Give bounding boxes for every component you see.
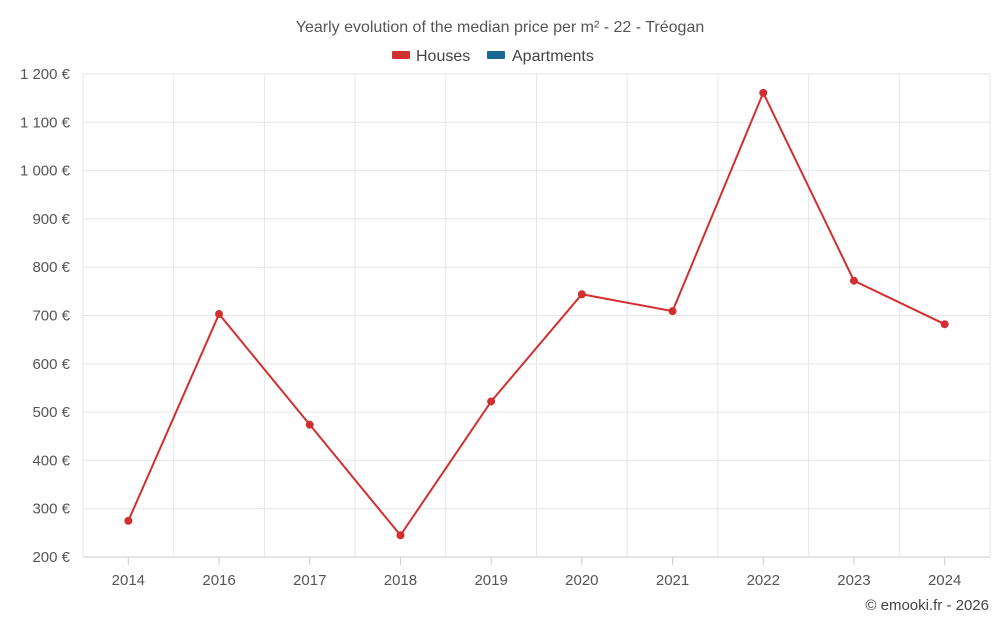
y-tick-label: 1 000 € xyxy=(20,163,71,180)
data-point-houses[interactable] xyxy=(668,307,677,316)
x-tick-label: 2019 xyxy=(474,572,507,589)
x-tick-label: 2023 xyxy=(837,572,870,589)
y-tick-label: 700 € xyxy=(32,308,70,325)
x-tick-label: 2016 xyxy=(202,572,235,589)
grid xyxy=(82,73,991,557)
x-tick-label: 2020 xyxy=(565,572,598,589)
data-point-houses[interactable] xyxy=(849,276,858,285)
series xyxy=(124,88,949,540)
y-tick-label: 200 € xyxy=(32,549,70,566)
data-point-houses[interactable] xyxy=(759,88,768,97)
legend-swatch-apartments xyxy=(487,51,505,59)
data-point-houses[interactable] xyxy=(305,420,314,429)
y-tick-label: 300 € xyxy=(32,501,70,518)
y-tick-label: 500 € xyxy=(32,404,70,421)
y-tick-label: 1 100 € xyxy=(20,114,71,131)
legend-swatch-houses xyxy=(392,51,410,59)
data-point-houses[interactable] xyxy=(577,290,586,299)
data-point-houses[interactable] xyxy=(215,310,224,319)
data-point-houses[interactable] xyxy=(396,531,405,540)
legend-item-houses[interactable]: Houses xyxy=(392,48,470,65)
series-line-houses xyxy=(127,90,946,537)
x-tick-label: 2014 xyxy=(112,572,145,589)
legend-label-houses: Houses xyxy=(416,48,470,65)
chart-title: Yearly evolution of the median price per… xyxy=(296,19,705,36)
credit-text: © emooki.fr - 2026 xyxy=(865,597,989,614)
y-tick-label: 800 € xyxy=(32,259,70,276)
y-tick-label: 1 200 € xyxy=(20,66,71,83)
x-tick-label: 2022 xyxy=(747,572,780,589)
x-tick-label: 2017 xyxy=(293,572,326,589)
legend: Houses Apartments xyxy=(392,48,594,65)
legend-item-apartments[interactable]: Apartments xyxy=(487,48,594,65)
y-tick-label: 900 € xyxy=(32,211,70,228)
legend-label-apartments: Apartments xyxy=(512,48,594,65)
y-axis-ticks: 200 € 300 € 400 € 500 € 600 € 700 € 800 € 900 €… xyxy=(20,66,71,566)
axes xyxy=(83,556,990,565)
y-tick-label: 600 € xyxy=(32,356,70,373)
x-tick-label: 2024 xyxy=(928,572,961,589)
data-point-houses[interactable] xyxy=(940,320,949,329)
data-point-houses[interactable] xyxy=(487,397,496,406)
x-axis-ticks: 2014 2016 2017 2018 2019 2020 2021 2022 2023 2024 xyxy=(112,572,962,589)
x-tick-label: 2018 xyxy=(384,572,417,589)
x-tick-label: 2021 xyxy=(656,572,689,589)
data-point-houses[interactable] xyxy=(124,516,133,525)
y-tick-label: 400 € xyxy=(32,452,70,469)
